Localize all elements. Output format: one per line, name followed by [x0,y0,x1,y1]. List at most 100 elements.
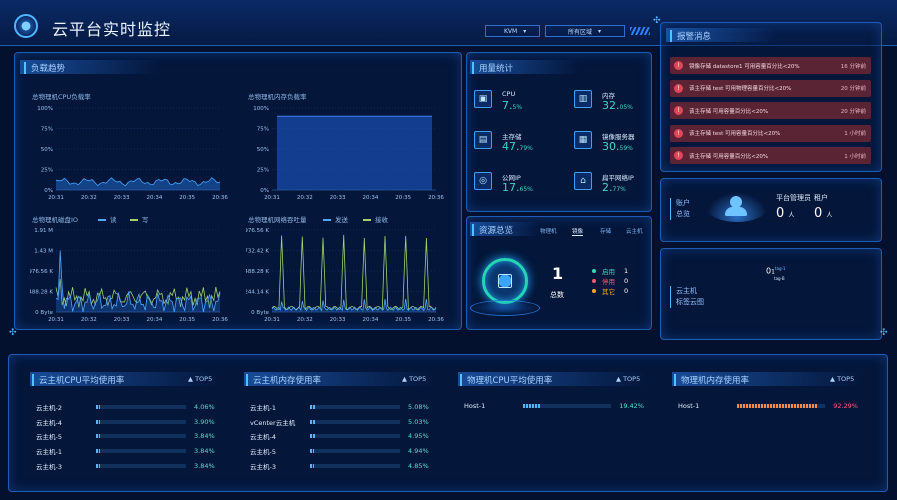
resource-tab-vm[interactable]: 云主机 [626,229,643,235]
cpu-line [55,177,221,187]
net-legend-recv: 接收 [363,214,388,224]
row-percent: 92.29% [833,402,858,410]
mem-ytick: 100% [253,106,269,112]
row-name: Host-1 [464,402,486,410]
mem-ytick: 50% [257,147,269,153]
legend-dot [592,279,596,283]
disk-xtick: 20:35 [179,317,195,323]
region-selector[interactable]: 所有区域 ▾ [545,25,625,37]
table-row[interactable]: 云主机-3 4.85% [250,461,430,471]
table-row[interactable]: 云主机-1 3.84% [36,446,216,456]
cpu-xtick: 20:34 [146,195,162,201]
row-percent: 4.95% [408,432,429,441]
usage-bar [96,434,186,439]
table-row[interactable]: vCenter云主机 5.03% [250,417,430,427]
disk-legend-read: 读 [98,214,117,224]
top5-sort-button[interactable]: ▲ TOP5 [616,375,641,383]
resource-base [470,300,540,316]
tag-sub[interactable]: tag-B [774,275,785,281]
usage-bar [96,419,186,424]
alert-item[interactable]: ! 镜像存储 datastore1 可用容量百分比<20% 16 分钟前 [670,57,871,74]
table-row[interactable]: 云主机-5 3.84% [36,431,216,441]
cpu-ytick: 0% [44,188,53,194]
page-title: 云平台实时监控 [52,20,172,39]
bottom-table-titlebar [672,372,862,386]
kvm-selector[interactable]: KVM ▾ [485,25,540,37]
legend-dot [592,289,596,293]
alert-time: 1 小时前 [844,131,866,137]
usage-bar [96,449,186,454]
usage-bar [310,419,400,424]
tag-sup[interactable]: tag-1 [774,266,786,271]
usage-item-name: 公网IP [502,174,521,182]
usage-bar-fill [310,405,315,409]
accounts-label-line2: 总览 [676,210,690,218]
load-panel-title: 负载趋势 [24,62,65,74]
mem-xtick: 20:33 [330,195,346,201]
alert-time: 1 小时前 [844,153,866,160]
alert-message: 该主存储 test 可用物理容量百分比<20% [689,86,792,92]
mem-xtick: 20:32 [297,195,313,201]
legend-swatch [363,219,371,221]
table-row[interactable]: 云主机-1 5.08% [250,402,430,412]
legend-swatch [98,219,106,221]
resource-ring-icon [498,274,512,288]
usage-bar [310,449,400,454]
row-percent: 4.06% [194,403,215,411]
cpu-ytick: 25% [41,168,53,174]
alert-time: 16 分钟前 [840,63,866,70]
alert-item[interactable]: ! 该主存储 test 可用容量百分比<20% 1 小时前 [670,124,871,142]
resource-tab-physical[interactable]: 物理机 [540,229,557,235]
row-percent: 3.84% [194,432,215,441]
usage-bar-fill [522,404,540,408]
resource-tab-image[interactable]: 镜像 [572,229,584,236]
net-legend-send: 发送 [323,214,348,224]
mem-xtick: 20:34 [362,195,378,201]
table-row[interactable]: 云主机-4 4.95% [250,431,430,441]
net-ytick: 0 Byte [251,310,269,316]
table-row[interactable]: Host-1 19.42% [464,402,644,410]
row-name: 云主机-1 [250,404,276,412]
usage-bar-fill [96,463,100,468]
tag-value[interactable]: 0 [766,266,772,276]
row-name: Host-1 [678,402,700,410]
resource-legend-item: 启用 1 [592,266,628,276]
tag-dot[interactable]: 1 [771,268,775,276]
row-name: 云主机-3 [36,462,62,471]
alert-item[interactable]: ! 该主存储 可用容量百分比<20% 1 小时前 [670,147,871,164]
mem-xtick: 20:31 [264,195,280,201]
alert-item[interactable]: ! 该主存储 test 可用物理容量百分比<20% 20 分钟前 [670,79,871,97]
disk-ytick: 1.43 M [34,249,53,255]
usage-bar [310,434,400,439]
usage-bar-fill [96,405,100,409]
row-name: 云主机-5 [250,448,276,457]
alert-message: 该主存储 可用容量百分比<20% [689,153,769,160]
table-row[interactable]: 云主机-5 4.94% [250,446,430,456]
resource-total-label: 总数 [550,291,564,299]
table-row[interactable]: 云主机-4 3.90% [36,417,216,427]
table-row[interactable]: Host-1 92.29% [678,402,858,410]
net-xtick: 20:32 [297,317,313,323]
legend-label: 其它 [602,288,615,296]
cpu-ytick: 75% [41,127,53,133]
row-percent: 5.03% [408,417,429,426]
accounts-label: 账户 总览 [670,198,690,220]
platform-admin-label: 平台管理员 [776,194,811,202]
alert-item[interactable]: ! 该主存储 可用容量百分比<20% 20 分钟前 [670,102,871,119]
top5-sort-button[interactable]: ▲ TOP5 [830,375,855,383]
row-percent: 4.94% [408,447,429,456]
table-row[interactable]: 云主机-2 4.06% [36,402,216,412]
resource-panel-titlebar [470,222,540,236]
table-row[interactable]: 云主机-3 3.84% [36,461,216,471]
top5-sort-button[interactable]: ▲ TOP5 [402,375,427,383]
legend-dot [592,269,596,273]
usage-item-value: 47.79% [502,140,533,153]
logo-icon [14,14,38,38]
image-server-icon: ▦ [574,131,592,149]
top5-sort-button[interactable]: ▲ TOP5 [188,375,213,383]
legend-value: 0 [624,287,629,295]
resource-tab-storage[interactable]: 存储 [600,229,612,235]
net-ytick: 244.14 K [246,290,269,296]
row-name: vCenter云主机 [250,418,296,427]
disk-ytick: 488.28 K [30,290,53,296]
